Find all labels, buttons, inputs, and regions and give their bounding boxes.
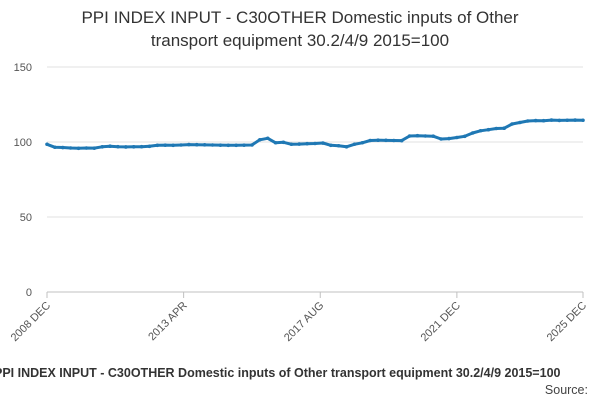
data-point <box>92 146 97 150</box>
data-point <box>352 142 357 147</box>
x-tick-label: 2013 APR <box>146 300 190 344</box>
data-point <box>84 146 89 150</box>
data-point <box>336 143 341 148</box>
data-point <box>549 118 554 122</box>
footer-caption: PPI INDEX INPUT - C30OTHER Domestic inpu… <box>0 366 561 380</box>
data-point <box>234 143 238 148</box>
data-point <box>139 144 144 149</box>
data-point <box>533 118 538 123</box>
data-point <box>258 137 262 142</box>
data-point <box>407 134 412 138</box>
y-axis: 0 50 100 150 <box>14 62 32 299</box>
data-point <box>273 140 278 145</box>
data-point <box>171 143 175 148</box>
data-point <box>360 140 365 145</box>
data-point <box>447 136 451 141</box>
data-point <box>265 136 270 141</box>
data-point <box>486 127 491 132</box>
data-point <box>328 143 333 148</box>
chart-title: PPI INDEX INPUT - C30OTHER Domestic inpu… <box>0 6 600 52</box>
data-point <box>60 145 65 150</box>
data-point <box>384 138 388 143</box>
y-tick-label: 150 <box>14 62 32 74</box>
data-point <box>313 141 317 146</box>
data-point <box>494 126 499 131</box>
data-point <box>344 145 349 149</box>
data-point <box>502 126 506 130</box>
chart-title-line-2: transport equipment 30.2/4/9 2015=100 <box>150 31 450 50</box>
data-point <box>376 138 380 142</box>
data-point <box>305 141 309 146</box>
data-point <box>76 146 81 151</box>
data-point <box>526 119 530 123</box>
data-point <box>100 145 104 149</box>
data-point <box>470 131 475 135</box>
data-point <box>68 146 73 150</box>
data-point <box>163 143 168 147</box>
data-point <box>202 143 207 147</box>
data-point <box>116 144 120 149</box>
data-point <box>321 141 325 145</box>
series-line <box>45 118 585 151</box>
data-point <box>218 143 223 147</box>
data-point <box>423 134 428 138</box>
x-tick-label: 2017 AUG <box>282 300 326 344</box>
data-point <box>557 118 562 123</box>
y-tick-label: 100 <box>14 137 32 149</box>
data-point <box>194 142 199 147</box>
x-axis: 2008 DEC 2013 APR 2017 AUG 2021 DEC 2025 DEC <box>9 291 589 344</box>
data-point <box>108 144 112 148</box>
data-point <box>210 143 215 147</box>
data-point <box>510 122 514 126</box>
data-point <box>415 133 420 138</box>
data-point <box>439 137 443 141</box>
x-tick-label: 2008 DEC <box>9 300 53 344</box>
data-point <box>242 143 246 147</box>
footer-source: Source: <box>544 383 588 397</box>
data-point <box>455 135 459 140</box>
data-point <box>478 128 483 133</box>
data-point <box>573 118 577 122</box>
data-point <box>581 118 585 123</box>
data-point <box>179 143 183 147</box>
data-point <box>45 142 49 147</box>
data-point <box>462 134 467 139</box>
x-tick-label: 2021 DEC <box>419 300 463 344</box>
y-tick-label: 50 <box>20 212 32 224</box>
data-point <box>53 145 57 150</box>
data-point <box>518 120 522 125</box>
data-point <box>226 143 231 148</box>
data-point <box>392 138 396 143</box>
data-point <box>155 143 160 148</box>
data-point <box>124 145 128 149</box>
data-point <box>565 118 570 123</box>
data-point <box>147 144 152 149</box>
data-point <box>431 134 436 138</box>
data-point <box>541 118 546 123</box>
data-point <box>131 145 136 149</box>
data-point <box>250 143 254 147</box>
chart-title-line-1: PPI INDEX INPUT - C30OTHER Domestic inpu… <box>81 8 519 27</box>
data-point <box>281 140 286 145</box>
data-point <box>187 142 191 147</box>
data-point <box>399 138 404 143</box>
x-tick-label: 2025 DEC <box>545 300 589 344</box>
data-point <box>289 142 294 147</box>
data-point <box>368 138 372 143</box>
y-tick-label: 0 <box>26 287 32 299</box>
data-point <box>297 142 302 146</box>
